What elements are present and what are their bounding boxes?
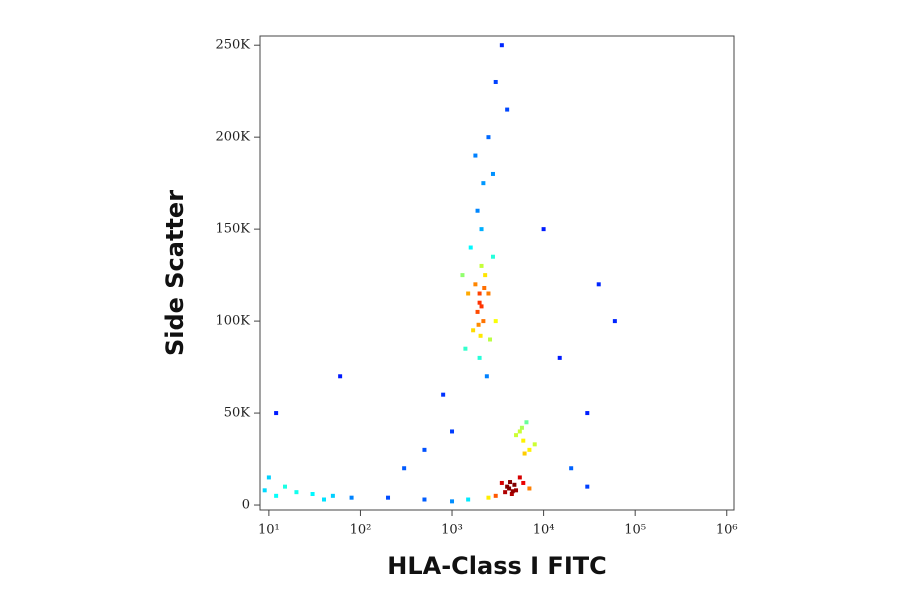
event-dot [585, 484, 590, 489]
event-dot [479, 304, 484, 309]
event-dot [266, 475, 271, 480]
event-dot [517, 429, 522, 434]
event-dot [422, 497, 427, 502]
event-dot [519, 425, 524, 430]
event-dot [479, 227, 484, 232]
event-dot [585, 411, 590, 416]
x-tick-label: 10² [350, 523, 372, 538]
event-dot [463, 346, 468, 351]
x-tick-label: 10⁵ [624, 523, 646, 538]
event-dot [486, 291, 491, 296]
event-dot [422, 447, 427, 452]
event-dot [477, 291, 482, 296]
event-dot [262, 488, 267, 493]
x-axis-title: HLA-Class I FITC [387, 552, 606, 580]
event-dot [514, 488, 519, 493]
y-tick-label: 50K [224, 406, 251, 421]
event-dot [476, 322, 481, 327]
event-dot [517, 475, 522, 480]
event-dot [478, 333, 483, 338]
event-dot [468, 245, 473, 250]
event-dot [349, 495, 354, 500]
event-dot [490, 171, 495, 176]
x-tick-label: 10⁴ [533, 523, 555, 538]
event-dot [475, 309, 480, 314]
y-tick-label: 0 [242, 498, 250, 513]
event-dot [493, 79, 498, 84]
event-dot [484, 374, 489, 379]
event-dot [460, 273, 465, 278]
event-dot [402, 466, 407, 471]
event-dot [508, 480, 513, 485]
event-dot [596, 282, 601, 287]
event-dot [473, 282, 478, 287]
event-dot [490, 254, 495, 259]
x-tick-label: 10⁶ [716, 523, 738, 538]
event-dot [493, 493, 498, 498]
event-dot [569, 466, 574, 471]
event-dot [338, 374, 343, 379]
event-dot [512, 482, 517, 487]
event-dot [482, 285, 487, 290]
event-dot [507, 486, 512, 491]
y-tick-label: 150K [215, 222, 250, 237]
event-dot [524, 420, 529, 425]
event-dot [479, 263, 484, 268]
event-dot [466, 497, 471, 502]
event-dot [503, 490, 508, 495]
y-tick-label: 100K [215, 314, 250, 329]
event-dot [441, 392, 446, 397]
event-dot [612, 319, 617, 324]
event-dot [493, 319, 498, 324]
event-dot [450, 429, 455, 434]
event-dot [483, 273, 488, 278]
event-dot [521, 438, 526, 443]
event-dot [330, 493, 335, 498]
event-dot [475, 208, 480, 213]
event-dot [527, 486, 532, 491]
event-dot [557, 355, 562, 360]
event-dot [466, 291, 471, 296]
event-dot [450, 499, 455, 504]
event-dot [310, 491, 315, 496]
event-dot [486, 135, 491, 140]
event-dot [527, 447, 532, 452]
event-dot [486, 495, 491, 500]
event-dot [488, 337, 493, 342]
event-dot [283, 484, 288, 489]
event-dot [481, 319, 486, 324]
event-dot [274, 411, 279, 416]
event-dot [510, 489, 515, 494]
event-dot [386, 495, 391, 500]
event-dot [509, 491, 514, 496]
event-dot [481, 181, 486, 186]
event-dot [522, 451, 527, 456]
event-dot [471, 328, 476, 333]
x-tick-label: 10¹ [258, 523, 280, 538]
event-dot [532, 442, 537, 447]
event-dot [294, 490, 299, 495]
event-dot [541, 227, 546, 232]
y-tick-label: 250K [215, 38, 250, 53]
event-dot [477, 355, 482, 360]
event-dot [274, 493, 279, 498]
event-dot [514, 433, 519, 438]
plot-frame [259, 35, 735, 511]
event-dot [505, 107, 510, 112]
event-dot [477, 300, 482, 305]
event-dot [322, 497, 327, 502]
x-tick-label: 10³ [441, 523, 463, 538]
event-dot [521, 480, 526, 485]
event-dot [499, 480, 504, 485]
y-axis-title: Side Scatter [161, 190, 189, 356]
y-tick-label: 200K [215, 130, 250, 145]
event-dot [473, 153, 478, 158]
event-dot [499, 43, 504, 48]
